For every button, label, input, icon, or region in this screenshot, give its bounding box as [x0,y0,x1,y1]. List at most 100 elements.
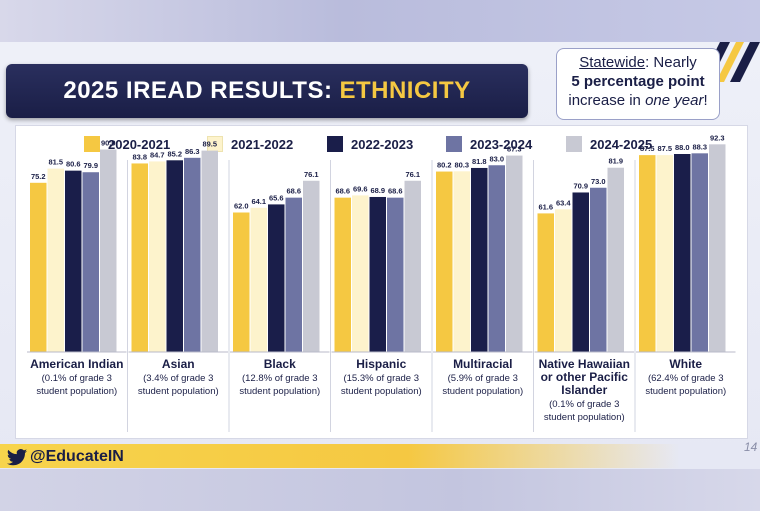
data-label: 73.0 [591,177,606,186]
bar-2023-2024-group-0 [82,172,99,352]
bar-2022-2023-group-1 [166,160,183,352]
category-label: Hispanic [356,357,406,371]
bar-2024-2025-group-1 [201,150,218,352]
category-sublabel: student population) [36,386,117,397]
legend-item-2021-2022: 2021-2022 [207,133,293,155]
bar-2023-2024-group-4 [488,165,505,352]
callout-line-3: increase in one year! [557,91,719,110]
category-label: or other Pacific [541,370,629,384]
data-label: 69.6 [353,184,368,193]
bar-2020-2021-group-4 [436,171,453,352]
callout-one-year: one year [645,92,704,109]
statewide-callout: Statewide: Nearly 5 percentage point inc… [556,48,720,120]
callout-exclaim: ! [703,92,708,109]
bar-2023-2024-group-3 [387,197,404,352]
bar-2024-2025-group-5 [607,167,624,352]
category-label: American Indian [30,357,123,371]
bar-2021-2022-group-2 [250,207,267,352]
legend-item-2023-2024: 2023-2024 [446,133,532,155]
legend-swatch-2024-2025 [566,136,582,152]
data-label: 80.2 [437,161,452,170]
legend-item-2022-2023: 2022-2023 [327,133,413,155]
footer-yellow-band [0,444,680,468]
callout-nearly: : Nearly [645,54,697,71]
category-label: Black [264,357,296,371]
bar-2020-2021-group-3 [334,197,351,352]
category-sublabel: (15.3% of grade 3 [343,373,419,384]
legend-label-2023-2024: 2023-2024 [470,136,533,152]
twitter-handle[interactable]: @EducateIN [6,446,124,468]
legend-label-2022-2023: 2022-2023 [351,136,414,152]
legend-item-2024-2025: 2024-2025 [566,133,652,155]
bar-2021-2022-group-1 [149,161,166,352]
legend-swatch-2023-2024 [446,136,462,152]
data-label: 90.0 [101,139,116,148]
data-label: 92.3 [710,133,725,142]
legend-swatch-2020-2021 [84,136,100,152]
category-label: Islander [561,383,607,397]
bar-2021-2022-group-0 [47,168,64,352]
category-sublabel: student population) [341,386,422,397]
category-label: Asian [162,357,195,371]
data-label: 62.0 [234,202,249,211]
data-label: 84.7 [150,150,165,159]
category-sublabel: (0.1% of grade 3 [549,399,619,410]
twitter-handle-text: @EducateIN [30,448,124,465]
data-label: 81.8 [472,157,487,166]
bar-2023-2024-group-6 [691,153,708,352]
data-label: 70.9 [573,181,588,190]
data-label: 80.3 [454,160,469,169]
bar-2020-2021-group-0 [30,182,47,352]
callout-line-1: Statewide: Nearly [557,53,719,72]
bar-2021-2022-group-5 [555,209,572,352]
data-label: 68.6 [388,187,403,196]
bar-2020-2021-group-2 [233,212,250,352]
category-label: White [669,357,702,371]
data-label: 88.3 [692,142,707,151]
category-sublabel: student population) [645,386,726,397]
category-label: Native Hawaiian [539,357,630,371]
bar-2024-2025-group-0 [100,149,117,352]
title-main-text: 2025 IREAD RESULTS: [63,77,333,104]
bar-2022-2023-group-2 [268,204,285,352]
data-label: 64.1 [251,197,266,206]
data-label: 87.3 [507,145,522,154]
category-sublabel: (12.8% of grade 3 [242,373,318,384]
twitter-bird-icon [6,449,28,466]
data-label: 76.1 [304,170,319,179]
page-number: 14 [744,440,758,454]
bar-2023-2024-group-5 [590,187,607,352]
bar-2024-2025-group-2 [303,180,320,352]
bar-2024-2025-group-6 [709,144,726,352]
bar-2021-2022-group-3 [352,195,369,352]
data-label: 89.5 [202,140,217,149]
data-label: 68.6 [286,187,301,196]
data-label: 87.5 [657,144,672,153]
legend-swatch-2022-2023 [327,136,343,152]
category-sublabel: (0.1% of grade 3 [42,373,112,384]
bar-2022-2023-group-0 [65,170,82,352]
data-label: 80.6 [66,160,81,169]
category-label: Multiracial [453,357,512,371]
bar-2022-2023-group-6 [674,154,691,352]
data-label: 68.9 [370,186,385,195]
slide-title: 2025 IREAD RESULTS: ETHNICITY [6,64,528,118]
legend-label-2021-2022: 2021-2022 [231,136,294,152]
data-label: 86.3 [185,147,200,156]
data-label: 83.8 [132,152,147,161]
data-label: 87.5 [640,144,655,153]
category-sublabel: student population) [239,386,320,397]
data-label: 61.6 [538,202,553,211]
bar-2022-2023-group-3 [369,196,386,352]
bar-2023-2024-group-2 [285,197,302,352]
data-label: 68.6 [335,187,350,196]
bar-2024-2025-group-4 [506,155,523,352]
bar-2021-2022-group-6 [656,155,673,352]
legend-label-2020-2021: 2020-2021 [108,136,171,152]
category-sublabel: student population) [544,412,625,423]
legend-label-2024-2025: 2024-2025 [590,136,653,152]
category-sublabel: (3.4% of grade 3 [143,373,213,384]
category-sublabel: (62.4% of grade 3 [648,373,724,384]
callout-increase-prefix: increase in [568,92,646,109]
bar-2021-2022-group-4 [453,171,470,352]
